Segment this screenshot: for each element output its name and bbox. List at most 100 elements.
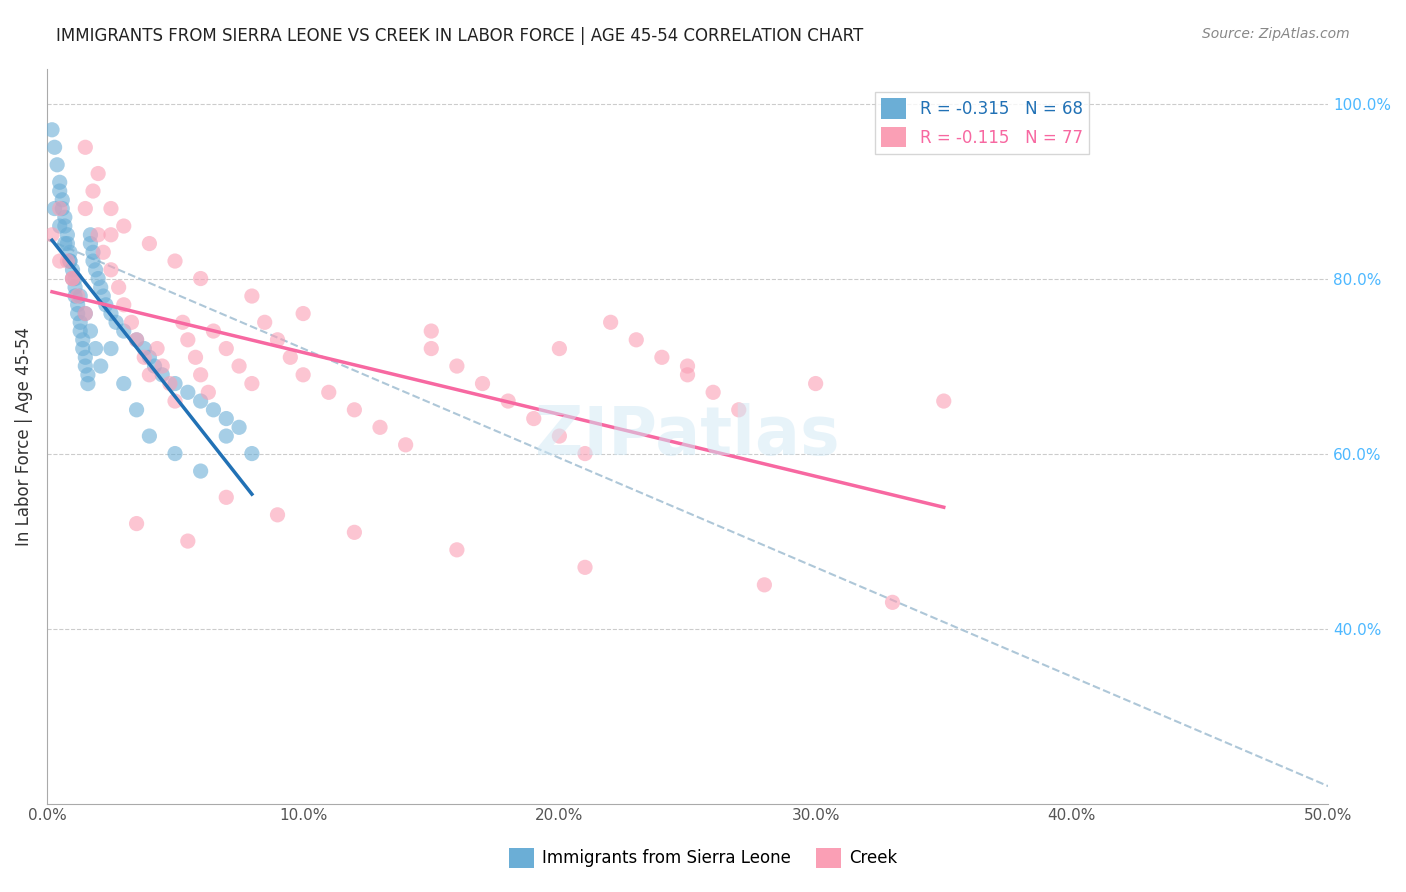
Point [56, 227, 79, 242]
Point [41, 122, 63, 136]
Point [343, 525, 366, 540]
Point [48, 254, 70, 268]
Point [44, 202, 66, 216]
Point [150, 368, 173, 382]
Point [69, 315, 91, 329]
Point [190, 464, 212, 478]
Point [134, 351, 156, 365]
Point [82, 245, 104, 260]
Point [202, 324, 225, 338]
Point [100, 307, 122, 321]
Point [87, 227, 110, 242]
Point [84, 342, 107, 356]
Point [215, 411, 238, 425]
Point [59, 245, 82, 260]
Point [48, 202, 70, 216]
Point [163, 376, 186, 391]
Point [496, 394, 519, 409]
Point [190, 394, 212, 409]
Point [75, 307, 97, 321]
Point [75, 202, 97, 216]
Point [143, 359, 166, 373]
Point [676, 368, 699, 382]
Point [79, 227, 101, 242]
Point [240, 289, 263, 303]
Point [90, 359, 112, 373]
Point [177, 333, 200, 347]
Point [112, 376, 135, 391]
Point [75, 351, 97, 365]
Point [676, 359, 699, 373]
Point [240, 446, 263, 460]
Point [125, 333, 148, 347]
Point [754, 578, 776, 592]
Point [150, 359, 173, 373]
Point [343, 402, 366, 417]
Point [72, 342, 94, 356]
Point [190, 271, 212, 285]
Point [177, 534, 200, 549]
Point [177, 385, 200, 400]
Point [87, 167, 110, 181]
Point [240, 376, 263, 391]
Point [125, 333, 148, 347]
Point [53, 219, 76, 233]
Text: Source: ZipAtlas.com: Source: ZipAtlas.com [1202, 27, 1350, 41]
Point [59, 254, 82, 268]
Point [112, 298, 135, 312]
Point [75, 307, 97, 321]
Point [120, 315, 142, 329]
Point [72, 333, 94, 347]
Point [79, 324, 101, 338]
Point [651, 351, 673, 365]
Point [804, 376, 827, 391]
Point [278, 351, 301, 365]
Point [87, 271, 110, 285]
Point [46, 158, 69, 172]
Point [626, 333, 648, 347]
Point [90, 280, 112, 294]
Point [59, 254, 82, 268]
Point [146, 342, 169, 356]
Point [56, 254, 79, 268]
Point [48, 219, 70, 233]
Point [82, 184, 104, 198]
Point [66, 307, 89, 321]
Point [159, 376, 181, 391]
Point [48, 175, 70, 189]
Point [107, 280, 129, 294]
Point [292, 307, 315, 321]
Point [75, 140, 97, 154]
Point [190, 368, 212, 382]
Point [62, 271, 84, 285]
Point [228, 359, 250, 373]
Point [163, 254, 186, 268]
Point [48, 184, 70, 198]
Point [292, 368, 315, 382]
Point [420, 342, 443, 356]
Point [215, 342, 238, 356]
Point [163, 446, 186, 460]
Point [63, 280, 86, 294]
Point [574, 446, 596, 460]
Point [125, 402, 148, 417]
Point [395, 438, 418, 452]
Legend: R = -0.315   N = 68, R = -0.115   N = 77: R = -0.315 N = 68, R = -0.115 N = 77 [875, 92, 1090, 154]
Point [138, 236, 160, 251]
Point [63, 289, 86, 303]
Point [138, 351, 160, 365]
Point [84, 262, 107, 277]
Point [44, 140, 66, 154]
Point [202, 402, 225, 417]
Point [197, 385, 219, 400]
Point [228, 420, 250, 434]
Point [56, 236, 79, 251]
Point [66, 298, 89, 312]
Point [548, 342, 571, 356]
Point [53, 236, 76, 251]
Point [138, 368, 160, 382]
Text: ZIPatlas: ZIPatlas [536, 403, 839, 469]
Point [702, 385, 724, 400]
Point [266, 333, 288, 347]
Point [215, 491, 238, 505]
